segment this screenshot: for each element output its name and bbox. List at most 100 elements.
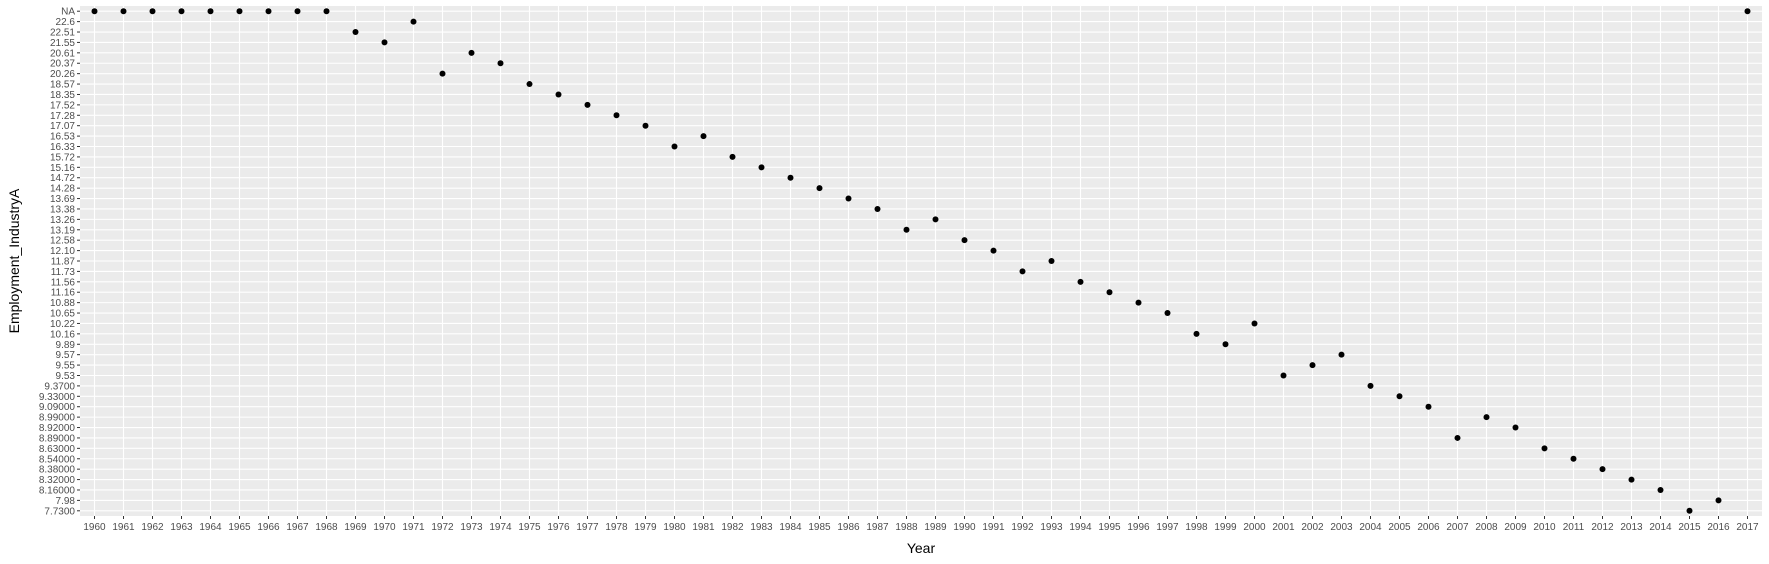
- y-tick-label: NA: [61, 7, 75, 18]
- y-tick-label: 16.53: [50, 132, 75, 143]
- y-tick-label: 16.33: [50, 142, 75, 153]
- data-point: [584, 101, 591, 108]
- data-point: [439, 70, 446, 77]
- x-tick-label: 1994: [1069, 522, 1092, 533]
- data-point: [874, 205, 881, 212]
- data-point: [323, 8, 330, 15]
- x-tick-label: 1984: [779, 522, 802, 533]
- x-tick-label: 1962: [141, 522, 164, 533]
- x-tick-label: 2000: [1243, 522, 1266, 533]
- data-point: [990, 247, 997, 254]
- y-tick-label: 22.51: [50, 28, 75, 39]
- data-point: [1251, 320, 1258, 327]
- x-tick-label: 2004: [1359, 522, 1382, 533]
- x-tick-label: 1968: [315, 522, 338, 533]
- x-tick-label: 1969: [344, 522, 367, 533]
- x-tick-label: 1988: [895, 522, 918, 533]
- y-tick-label: 13.19: [50, 225, 75, 236]
- data-point: [1106, 289, 1113, 296]
- y-tick-label: 10.16: [50, 329, 75, 340]
- y-tick-label: 17.07: [50, 121, 75, 132]
- x-tick-label: 2003: [1330, 522, 1353, 533]
- x-tick-label: 2009: [1504, 522, 1527, 533]
- y-tick-label: 8.99000: [39, 413, 76, 424]
- data-point: [1570, 455, 1577, 462]
- data-point: [1715, 497, 1722, 504]
- x-tick-label: 1964: [199, 522, 222, 533]
- y-tick-label: 18.35: [50, 90, 75, 101]
- x-tick-label: 1999: [1214, 522, 1237, 533]
- data-point: [1019, 268, 1026, 275]
- y-tick-label: 20.37: [50, 59, 75, 70]
- y-tick-label: 7.98: [56, 496, 76, 507]
- x-tick-label: 1978: [605, 522, 628, 533]
- data-point: [932, 216, 939, 223]
- x-tick-label: 1973: [460, 522, 483, 533]
- x-tick-label: 1961: [112, 522, 135, 533]
- data-point: [178, 8, 185, 15]
- y-tick-label: 9.53: [56, 371, 76, 382]
- y-tick-label: 20.61: [50, 48, 75, 59]
- x-tick-label: 2002: [1301, 522, 1324, 533]
- y-tick-label: 9.57: [56, 350, 76, 361]
- x-tick-label: 1990: [953, 522, 976, 533]
- x-tick-label: 1966: [257, 522, 280, 533]
- y-tick-label: 8.92000: [39, 423, 76, 434]
- y-tick-label: 13.69: [50, 194, 75, 205]
- data-point: [1425, 403, 1432, 410]
- y-tick-label: 10.65: [50, 309, 75, 320]
- x-tick-label: 1982: [721, 522, 744, 533]
- y-tick-label: 7.7300: [44, 506, 75, 517]
- data-point: [265, 8, 272, 15]
- y-tick-label: 10.22: [50, 319, 75, 330]
- data-point: [1280, 372, 1287, 379]
- x-tick-label: 2014: [1649, 522, 1672, 533]
- data-point: [700, 133, 707, 140]
- x-tick-label: 1998: [1185, 522, 1208, 533]
- y-tick-label: 10.88: [50, 298, 75, 309]
- x-tick-label: 1995: [1098, 522, 1121, 533]
- x-tick-label: 1987: [866, 522, 889, 533]
- data-point: [961, 237, 968, 244]
- y-tick-label: 21.55: [50, 38, 75, 49]
- x-tick-label: 2005: [1388, 522, 1411, 533]
- y-axis-title: Employment_IndustryA: [6, 188, 22, 333]
- x-axis-title: Year: [907, 540, 936, 556]
- data-point: [671, 143, 678, 150]
- y-tick-label: 11.73: [51, 267, 76, 278]
- data-point: [91, 8, 98, 15]
- data-point: [613, 112, 620, 119]
- y-tick-label: 9.09000: [39, 402, 76, 413]
- data-point: [294, 8, 301, 15]
- data-point: [1309, 362, 1316, 369]
- y-tick-label: 8.32000: [39, 475, 76, 486]
- x-tick-label: 2012: [1591, 522, 1614, 533]
- x-tick-label: 1985: [808, 522, 831, 533]
- x-tick-label: 2017: [1736, 522, 1759, 533]
- data-point: [1164, 310, 1171, 317]
- data-point: [1512, 424, 1519, 431]
- x-tick-label: 1972: [431, 522, 454, 533]
- x-tick-label: 2006: [1417, 522, 1440, 533]
- x-tick-label: 1960: [83, 522, 106, 533]
- x-tick-label: 1983: [750, 522, 773, 533]
- y-tick-label: 8.54000: [39, 454, 76, 465]
- x-tick-label: 2001: [1272, 522, 1295, 533]
- data-point: [1367, 382, 1374, 389]
- x-tick-label: 1963: [170, 522, 193, 533]
- y-tick-label: 12.58: [50, 236, 75, 247]
- x-tick-label: 1967: [286, 522, 309, 533]
- x-tick-label: 1986: [837, 522, 860, 533]
- data-point: [555, 91, 562, 98]
- x-tick-label: 1970: [373, 522, 396, 533]
- x-tick-label: 1993: [1040, 522, 1063, 533]
- data-point: [120, 8, 127, 15]
- x-tick-label: 1980: [663, 522, 686, 533]
- data-point: [1048, 258, 1055, 264]
- y-tick-label: 11.16: [51, 288, 76, 299]
- y-tick-label: 14.28: [50, 184, 75, 195]
- data-point: [381, 39, 388, 46]
- x-tick-label: 1991: [982, 522, 1005, 533]
- data-point: [236, 8, 243, 15]
- y-tick-label: 12.10: [50, 246, 75, 257]
